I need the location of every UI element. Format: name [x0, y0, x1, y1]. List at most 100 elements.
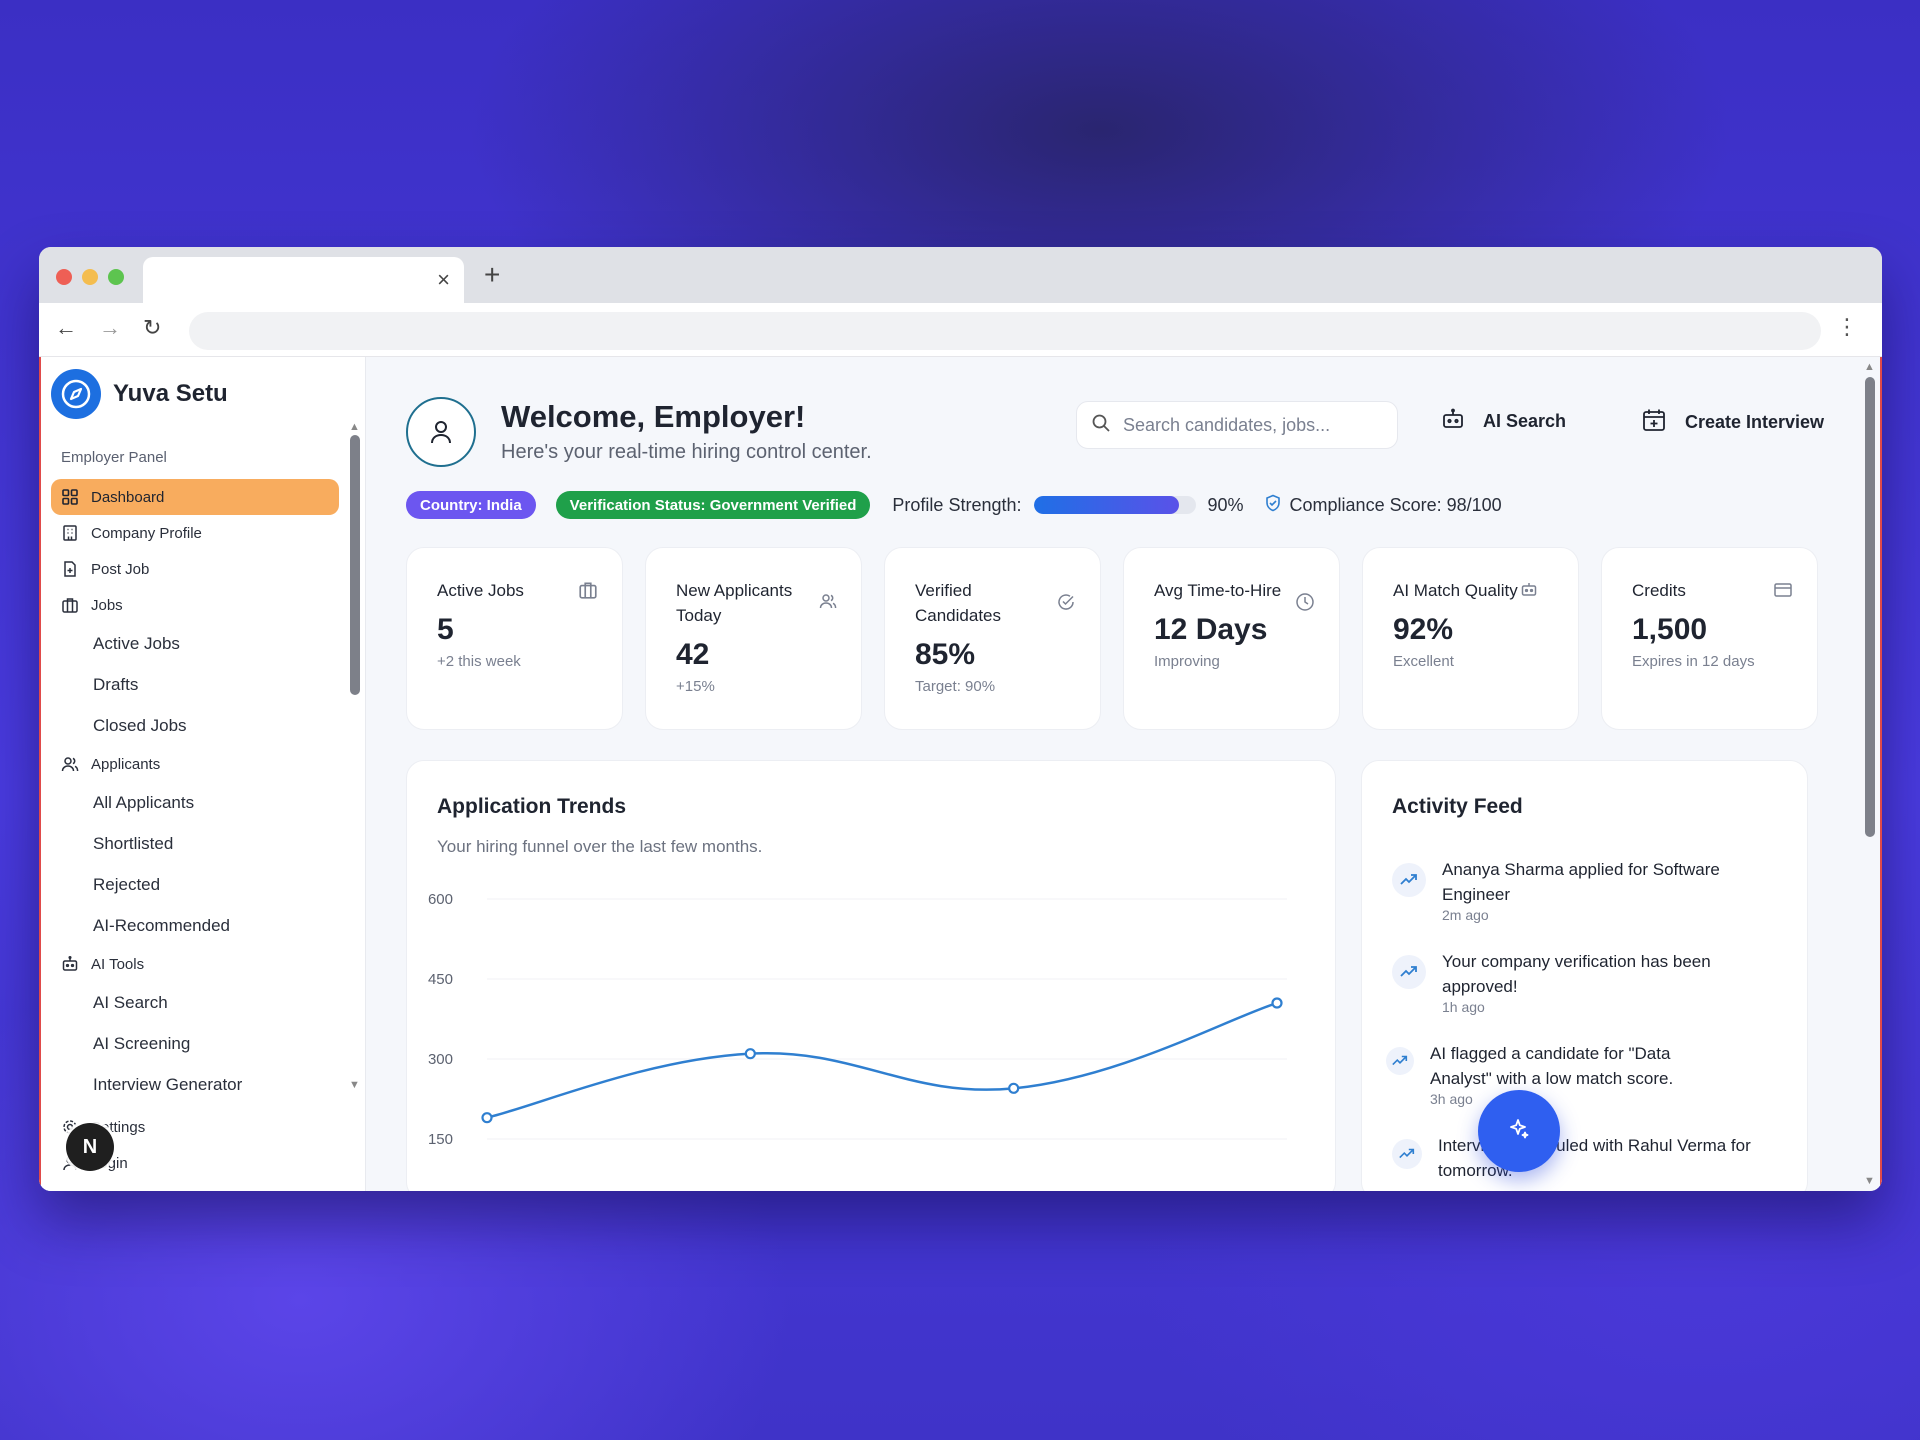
list-item[interactable]: AI flagged a candidate for "Data Analyst… [1386, 1041, 1730, 1107]
reload-icon[interactable]: ↻ [143, 315, 162, 340]
feed-time: 1h ago [1442, 999, 1485, 1015]
sidebar-item-all-applicants[interactable]: All Applicants [93, 792, 195, 812]
check-circle-icon [1056, 592, 1076, 617]
scroll-down-icon[interactable]: ▼ [349, 1079, 360, 1091]
calendar-plus-icon [1641, 407, 1667, 438]
briefcase-icon [578, 580, 598, 605]
users-icon [61, 755, 79, 773]
close-window-button[interactable] [56, 269, 72, 285]
data-point[interactable] [744, 1048, 756, 1060]
feed-text: Your company verification has been appro… [1442, 952, 1711, 996]
brand[interactable]: Yuva Setu [51, 369, 228, 419]
stat-value: 42 [676, 638, 710, 671]
stat-card-avg-time-to-hire[interactable]: Avg Time-to-Hire 12 Days Improving [1123, 547, 1340, 730]
search-icon [1091, 413, 1111, 438]
sidebar-item-jobs[interactable]: Jobs [51, 587, 339, 623]
stat-card-credits[interactable]: Credits 1,500 Expires in 12 days [1601, 547, 1818, 730]
application-trends-chart: 6004503001500 [428, 891, 1287, 1148]
bot-icon [1441, 407, 1465, 436]
sidebar-item-label: Dashboard [91, 488, 165, 506]
stat-value: 12 Days [1154, 613, 1268, 646]
sidebar-item-ai-recommended[interactable]: AI-Recommended [93, 915, 231, 935]
stat-card-active-jobs[interactable]: Active Jobs 5 +2 this week [406, 547, 623, 730]
sidebar-item-shortlisted[interactable]: Shortlisted [93, 833, 174, 853]
stat-sub: Excellent [1393, 653, 1454, 670]
page-subtitle: Here's your real-time hiring control cen… [501, 441, 872, 463]
sidebar-scrollbar[interactable] [350, 435, 360, 695]
avatar[interactable] [406, 397, 476, 467]
stat-card-new-applicants[interactable]: New Applicants Today 42 +15% [645, 547, 862, 730]
brand-name: Yuva Setu [113, 380, 228, 407]
sidebar-item-ai-search[interactable]: AI Search [93, 992, 168, 1012]
ai-search-button[interactable]: AI Search [1441, 407, 1566, 436]
sidebar-item-ai-screening[interactable]: AI Screening [93, 1033, 191, 1053]
data-point[interactable] [1008, 1082, 1020, 1094]
sidebar-item-closed-jobs[interactable]: Closed Jobs [93, 715, 187, 735]
stat-title: AI Match Quality [1393, 581, 1518, 600]
ai-search-label: AI Search [1483, 411, 1567, 431]
browser-menu-icon[interactable]: ⋮ [1836, 314, 1858, 339]
tab-strip: × + [39, 247, 1882, 303]
stats-row: Active Jobs 5 +2 this week New Applicant… [406, 547, 1818, 730]
country-badge: Country: India [406, 491, 536, 519]
trending-up-icon [1392, 955, 1426, 989]
scroll-down-icon[interactable]: ▼ [1864, 1175, 1875, 1187]
sidebar-item-label: AI Tools [91, 955, 145, 973]
verification-badge: Verification Status: Government Verified [555, 491, 871, 519]
users-icon [819, 592, 837, 615]
file-plus-icon [61, 560, 79, 578]
sidebar-item-ai-tools[interactable]: AI Tools [51, 946, 339, 982]
search-input[interactable] [1123, 414, 1383, 436]
ai-assistant-button[interactable] [1478, 1090, 1560, 1172]
tab-close-icon[interactable]: × [437, 267, 450, 292]
profile-strength-label: Profile Strength: [892, 494, 1022, 515]
profile-strength-bar [1033, 496, 1196, 514]
search-box [1076, 401, 1398, 449]
sidebar-item-company-profile[interactable]: Company Profile [51, 515, 339, 551]
stat-title: Active Jobs [437, 581, 524, 600]
y-tick-label: 600 [428, 891, 453, 908]
bot-icon [1520, 580, 1538, 603]
sidebar-item-drafts[interactable]: Drafts [93, 674, 139, 694]
browser-tab[interactable]: × [143, 257, 464, 303]
sidebar-item-applicants[interactable]: Applicants [51, 746, 339, 782]
list-item[interactable]: Ananya Sharma applied for Software Engin… [1392, 857, 1772, 923]
dev-overlay-badge[interactable]: N [66, 1123, 114, 1171]
forward-icon[interactable]: → [99, 315, 121, 340]
data-point[interactable] [481, 1112, 493, 1124]
list-item[interactable]: Your company verification has been appro… [1392, 949, 1772, 1015]
sidebar-item-label: Post Job [91, 560, 150, 578]
main-scrollbar[interactable] [1865, 377, 1875, 837]
panel-label: Employer Panel [61, 449, 167, 466]
scroll-up-icon[interactable]: ▲ [349, 421, 360, 433]
trending-up-icon [1386, 1047, 1414, 1075]
app: Yuva Setu Employer Panel ▲ ▼ Dashboard C… [39, 357, 1882, 1191]
sidebar-item-interview-generator[interactable]: Interview Generator [93, 1074, 243, 1094]
application-trends-panel: Application Trends Your hiring funnel ov… [406, 760, 1336, 1191]
data-point[interactable] [1271, 997, 1283, 1009]
address-bar[interactable] [189, 312, 1821, 350]
sidebar-item-post-job[interactable]: Post Job [51, 551, 339, 587]
stat-title: New Applicants Today [676, 581, 793, 625]
list-item[interactable]: Interview scheduled with Rahul Verma for… [1392, 1133, 1778, 1183]
stat-value: 85% [915, 638, 976, 671]
sidebar-item-label: Company Profile [91, 524, 202, 542]
sidebar-nav: Dashboard Company Profile Post Job Jobs … [51, 479, 339, 1181]
maximize-window-button[interactable] [108, 269, 124, 285]
scroll-up-icon[interactable]: ▲ [1864, 361, 1875, 373]
sidebar: Yuva Setu Employer Panel ▲ ▼ Dashboard C… [41, 357, 366, 1191]
y-tick-label: 450 [428, 971, 453, 988]
stat-card-ai-match-quality[interactable]: AI Match Quality 92% Excellent [1362, 547, 1579, 730]
sidebar-item-active-jobs[interactable]: Active Jobs [93, 633, 180, 653]
sidebar-item-label: Applicants [91, 755, 161, 773]
sidebar-item-rejected[interactable]: Rejected [93, 874, 161, 894]
stat-card-verified-candidates[interactable]: Verified Candidates 85% Target: 90% [884, 547, 1101, 730]
series-line [486, 1001, 1278, 1119]
create-interview-button[interactable]: Create Interview [1641, 407, 1824, 438]
back-icon[interactable]: ← [55, 315, 77, 340]
minimize-window-button[interactable] [82, 269, 98, 285]
sidebar-item-dashboard[interactable]: Dashboard [51, 479, 339, 515]
page-title: Welcome, Employer! [501, 399, 806, 434]
new-tab-button[interactable]: + [484, 259, 501, 290]
feed-text: AI flagged a candidate for "Data Analyst… [1430, 1044, 1674, 1088]
